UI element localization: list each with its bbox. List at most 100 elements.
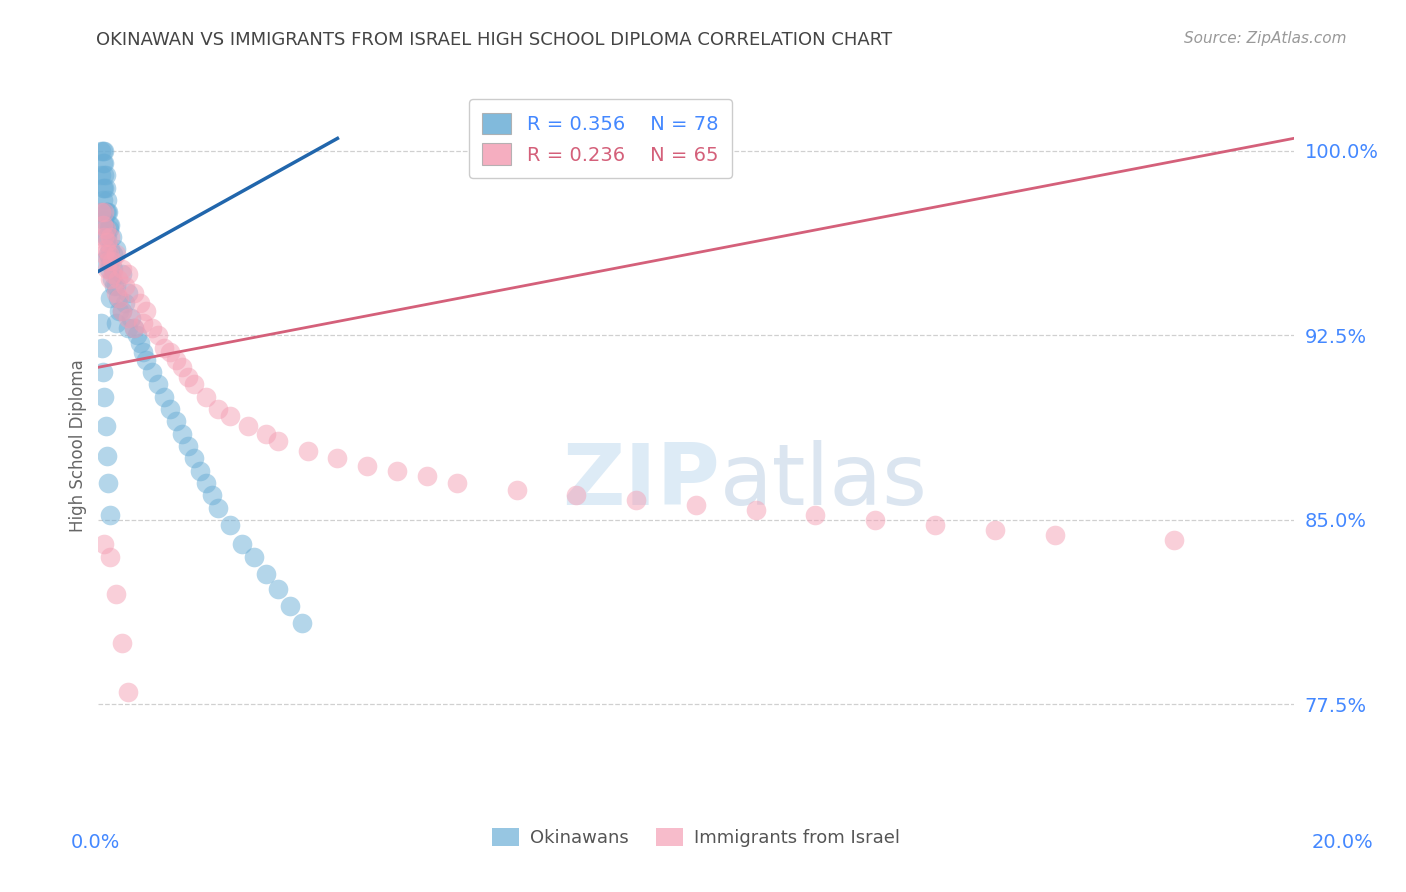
Point bbox=[183, 377, 205, 392]
Point bbox=[91, 193, 114, 207]
Text: OKINAWAN VS IMMIGRANTS FROM ISRAEL HIGH SCHOOL DIPLOMA CORRELATION CHART: OKINAWAN VS IMMIGRANTS FROM ISRAEL HIGH … bbox=[96, 31, 891, 49]
Point bbox=[236, 419, 259, 434]
Point bbox=[93, 247, 115, 261]
Point bbox=[96, 261, 118, 276]
Y-axis label: High School Diploma: High School Diploma bbox=[69, 359, 87, 533]
Point bbox=[93, 218, 115, 232]
Point bbox=[924, 517, 946, 532]
Point bbox=[565, 488, 588, 502]
Point bbox=[129, 296, 152, 310]
Point bbox=[148, 328, 170, 343]
Point bbox=[745, 503, 768, 517]
Point bbox=[96, 230, 118, 244]
Point bbox=[105, 316, 128, 330]
Point bbox=[93, 156, 115, 170]
Point bbox=[93, 390, 115, 404]
Point bbox=[172, 426, 194, 441]
Point bbox=[129, 335, 152, 350]
Point bbox=[93, 144, 115, 158]
Point bbox=[117, 685, 139, 699]
Text: ZIP: ZIP bbox=[562, 440, 720, 524]
Point bbox=[103, 279, 125, 293]
Point bbox=[93, 212, 115, 227]
Point bbox=[93, 169, 115, 183]
Point bbox=[98, 218, 122, 232]
Point bbox=[188, 464, 211, 478]
Point bbox=[267, 434, 290, 448]
Point bbox=[98, 271, 122, 285]
Point bbox=[93, 205, 115, 219]
Point bbox=[685, 498, 707, 512]
Point bbox=[207, 500, 229, 515]
Point bbox=[865, 513, 887, 527]
Point bbox=[96, 242, 118, 256]
Point bbox=[98, 508, 122, 522]
Point bbox=[98, 549, 122, 564]
Point bbox=[96, 193, 118, 207]
Point bbox=[177, 370, 200, 384]
Point bbox=[1163, 533, 1185, 547]
Point bbox=[103, 261, 125, 276]
Point bbox=[254, 566, 277, 581]
Point bbox=[108, 291, 131, 305]
Point bbox=[117, 286, 139, 301]
Point bbox=[96, 235, 118, 249]
Point bbox=[91, 144, 114, 158]
Point bbox=[141, 321, 163, 335]
Point bbox=[93, 180, 115, 194]
Point bbox=[105, 279, 128, 293]
Point bbox=[108, 303, 131, 318]
Point bbox=[172, 360, 194, 375]
Point bbox=[91, 218, 114, 232]
Point bbox=[93, 230, 115, 244]
Point bbox=[385, 464, 409, 478]
Point bbox=[107, 291, 129, 305]
Point bbox=[120, 311, 142, 326]
Point bbox=[267, 582, 290, 596]
Legend: Okinawans, Immigrants from Israel: Okinawans, Immigrants from Israel bbox=[485, 821, 907, 855]
Point bbox=[90, 144, 112, 158]
Point bbox=[124, 321, 146, 335]
Point bbox=[416, 468, 439, 483]
Point bbox=[195, 390, 218, 404]
Point bbox=[94, 205, 117, 219]
Point bbox=[124, 286, 146, 301]
Point bbox=[124, 321, 146, 335]
Point bbox=[804, 508, 827, 522]
Point bbox=[93, 537, 115, 551]
Point bbox=[91, 180, 114, 194]
Point bbox=[135, 352, 157, 367]
Point bbox=[111, 636, 134, 650]
Point bbox=[91, 341, 114, 355]
Point bbox=[153, 341, 176, 355]
Point bbox=[111, 303, 134, 318]
Text: 20.0%: 20.0% bbox=[1312, 833, 1374, 853]
Point bbox=[98, 230, 122, 244]
Point bbox=[97, 254, 120, 268]
Point bbox=[278, 599, 301, 613]
Point bbox=[98, 254, 122, 268]
Point bbox=[117, 311, 139, 326]
Point bbox=[90, 205, 112, 219]
Point bbox=[1043, 527, 1066, 541]
Point bbox=[127, 328, 149, 343]
Point bbox=[132, 316, 155, 330]
Point bbox=[96, 230, 118, 244]
Point bbox=[148, 377, 170, 392]
Point bbox=[97, 247, 120, 261]
Point bbox=[356, 458, 378, 473]
Point bbox=[90, 169, 112, 183]
Point bbox=[153, 390, 176, 404]
Point bbox=[100, 254, 122, 268]
Point bbox=[165, 352, 187, 367]
Point bbox=[446, 475, 468, 490]
Point bbox=[91, 156, 114, 170]
Point bbox=[97, 475, 120, 490]
Point bbox=[135, 303, 157, 318]
Point bbox=[132, 345, 155, 359]
Point bbox=[111, 267, 134, 281]
Point bbox=[105, 242, 128, 256]
Point bbox=[165, 414, 187, 428]
Point bbox=[98, 247, 121, 261]
Point bbox=[94, 222, 117, 236]
